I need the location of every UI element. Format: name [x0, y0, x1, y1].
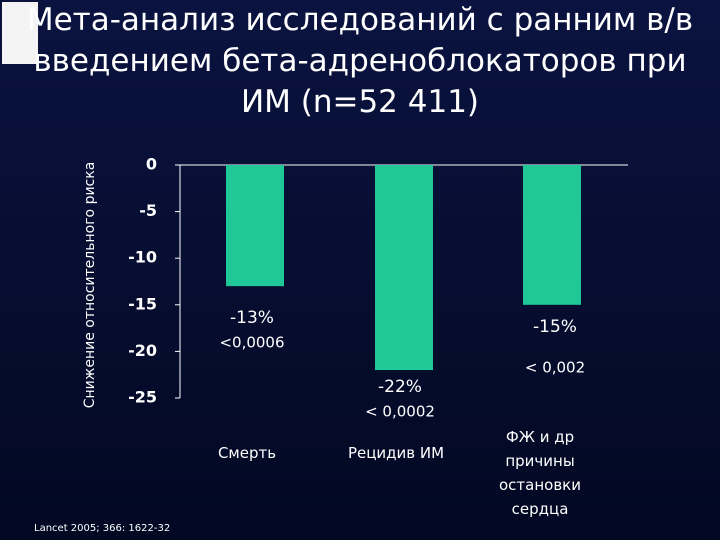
bar — [523, 165, 581, 305]
y-tick-label: 0 — [146, 155, 157, 174]
x-tick-label: Рецидив ИМ — [347, 444, 445, 462]
bar — [226, 165, 284, 287]
value-label: -22% — [378, 377, 422, 397]
y-tick-label: -25 — [128, 388, 157, 407]
value-label: -13% — [230, 308, 274, 328]
p-value-label: < 0,002 — [525, 359, 585, 377]
y-tick-label: -20 — [128, 341, 157, 360]
x-tick-label: ФЖ и др причины остановки сердца — [499, 428, 581, 518]
p-value-label: <0,0006 — [219, 334, 284, 352]
y-axis-label: Снижение относительного риска — [82, 162, 98, 409]
source-note: Lancet 2005; 366: 1622-32 — [34, 523, 171, 534]
p-value-label: < 0,0002 — [365, 403, 435, 421]
slide-thumbnail — [2, 2, 38, 64]
y-tick-label: -10 — [128, 248, 157, 267]
x-tick-label: Смерть — [217, 444, 277, 462]
value-label: -15% — [533, 317, 577, 337]
bar — [375, 165, 433, 371]
y-tick-label: -5 — [139, 201, 157, 220]
chart-title: Мета-анализ исследований с ранним в/в вв… — [26, 2, 694, 120]
y-tick-label: -15 — [128, 294, 157, 313]
